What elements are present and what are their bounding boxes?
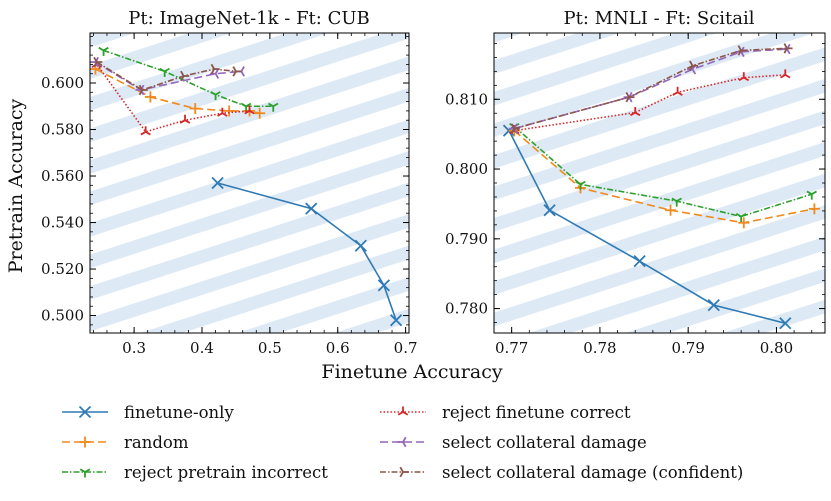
legend-item-select-collateral-damage-confident: select collateral damage (confident) — [380, 463, 743, 482]
data-point-finetune-only — [389, 314, 403, 327]
x-tick-label-right: 0.77 — [495, 339, 528, 357]
legend-marker — [397, 436, 407, 448]
data-point-select-collateral-damage-confident — [625, 91, 635, 103]
data-point-select-collateral-damage-confident — [689, 60, 699, 72]
x-tick-label-left: 0.7 — [394, 339, 418, 357]
y-tick-label-right: 0.780 — [445, 300, 488, 318]
data-point-reject-finetune-correct — [179, 114, 191, 124]
data-point-finetune-only — [543, 204, 556, 217]
data-point-select-collateral-damage-confident — [510, 123, 520, 134]
legend-marker — [78, 405, 92, 419]
legend-marker — [397, 406, 409, 416]
data-point-random — [665, 204, 677, 216]
legend-marker — [399, 466, 409, 478]
data-point-random — [144, 91, 156, 103]
legend-label: random — [124, 433, 189, 452]
data-point-reject-finetune-correct — [140, 126, 151, 136]
y-tick-label-right: 0.800 — [445, 160, 488, 178]
chart-left: Pt: ImageNet-1k - Ft: CUB 0.3 0.4 0.5 0.6 0.… — [41, 8, 417, 357]
x-tick-label-left: 0.6 — [326, 339, 350, 357]
y-tick-label-left: 0.600 — [41, 74, 84, 92]
legend-item-finetune-only: finetune-only — [62, 403, 234, 422]
data-point-reject-finetune-correct — [780, 69, 791, 79]
data-point-random — [738, 217, 750, 229]
legend-marker — [79, 468, 91, 478]
data-point-select-collateral-damage-confident — [138, 84, 148, 96]
legend-item-random: random — [62, 433, 189, 452]
data-point-random — [254, 107, 266, 119]
legend-item-reject-pretrain-incorrect: reject pretrain incorrect — [62, 463, 328, 482]
y-tick-label-right: 0.790 — [445, 230, 488, 248]
data-point-finetune-only — [354, 239, 367, 252]
legend-label: reject finetune correct — [442, 403, 631, 422]
y-tick-label-left: 0.500 — [41, 307, 84, 325]
data-point-reject-finetune-correct — [672, 86, 683, 96]
y-tick-label-left: 0.580 — [41, 121, 84, 139]
data-point-select-collateral-damage-confident — [210, 63, 220, 75]
series-lines-left — [89, 46, 403, 327]
legend-label: finetune-only — [124, 403, 234, 422]
data-point-random — [223, 105, 235, 117]
legend-label: select collateral damage (confident) — [442, 463, 743, 482]
data-point-reject-pretrain-incorrect — [210, 91, 221, 101]
data-point-select-collateral-damage-confident — [737, 45, 747, 56]
x-tick-label-left: 0.5 — [258, 339, 282, 357]
series-lines-right — [502, 43, 820, 330]
chart-title-left: Pt: ImageNet-1k - Ft: CUB — [128, 8, 370, 29]
data-point-select-collateral-damage-confident — [93, 56, 103, 68]
x-tick-label-right: 0.79 — [671, 339, 704, 357]
series-line-select-collateral-damage — [514, 48, 788, 130]
legend-item-select-collateral-damage: select collateral damage — [380, 433, 647, 452]
x-tick-label-left: 0.4 — [190, 339, 214, 357]
data-point-select-collateral-damage-confident — [232, 66, 242, 77]
legend-marker — [79, 436, 91, 448]
data-point-reject-pretrain-incorrect — [671, 197, 682, 207]
legend-label: select collateral damage — [442, 433, 647, 452]
x-axis-label: Finetune Accuracy — [321, 361, 502, 383]
y-axis-label: Pretrain Accuracy — [5, 98, 27, 273]
y-tick-label-right: 0.810 — [445, 90, 488, 108]
data-point-reject-finetune-correct — [217, 107, 228, 117]
x-tick-label-right: 0.78 — [583, 339, 616, 357]
data-point-random — [808, 203, 820, 215]
data-point-reject-finetune-correct — [738, 72, 750, 82]
y-tick-label-left: 0.540 — [41, 214, 84, 232]
y-tick-label-left: 0.520 — [41, 260, 84, 278]
plot-area-right — [494, 33, 825, 333]
data-point-reject-pretrain-incorrect — [159, 67, 170, 77]
x-tick-label-right: 0.80 — [760, 339, 793, 357]
data-point-finetune-only — [211, 176, 224, 190]
data-point-select-collateral-damage-confident — [783, 43, 793, 54]
data-point-finetune-only — [779, 317, 792, 330]
data-point-finetune-only — [377, 279, 391, 292]
axes-frame-left — [89, 32, 410, 334]
axes-frame-right — [493, 32, 826, 334]
data-point-reject-pretrain-incorrect — [98, 46, 109, 56]
data-point-finetune-only — [305, 202, 318, 215]
x-tick-label-left: 0.3 — [122, 339, 146, 357]
chart-right: Pt: MNLI - Ft: Scitail 0.77 0.78 0.79 0.800… — [445, 8, 826, 357]
data-point-finetune-only — [633, 255, 646, 268]
data-point-reject-pretrain-incorrect — [575, 180, 586, 190]
data-point-select-collateral-damage-confident — [180, 70, 190, 82]
data-point-reject-finetune-correct — [629, 107, 641, 117]
y-tick-label-left: 0.560 — [41, 167, 84, 185]
legend: finetune-only random reject pretrain incor… — [62, 403, 743, 482]
data-point-finetune-only — [707, 298, 720, 312]
legend-item-reject-finetune-correct: reject finetune correct — [380, 403, 631, 422]
data-point-reject-finetune-correct — [244, 105, 255, 115]
legend-label: reject pretrain incorrect — [124, 463, 328, 482]
data-point-reject-pretrain-incorrect — [735, 212, 747, 222]
axis-ticks-left: 0.3 0.4 0.5 0.6 0.7 0.500 0.520 0.540 0.560 0.580… — [41, 33, 418, 357]
data-point-random — [189, 103, 201, 115]
data-point-reject-pretrain-incorrect — [268, 102, 279, 112]
data-point-reject-pretrain-incorrect — [806, 190, 817, 200]
plot-area-left — [90, 33, 409, 333]
chart-title-right: Pt: MNLI - Ft: Scitail — [563, 8, 754, 29]
